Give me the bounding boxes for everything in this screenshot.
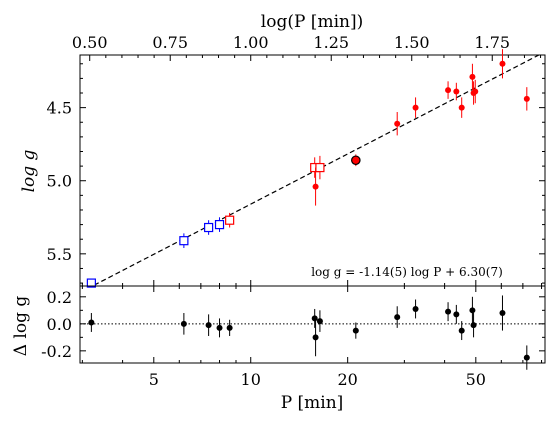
x-tick-label: 50 [466, 370, 486, 389]
main-point-circle [394, 120, 401, 127]
main-y-tick-label: 5.0 [47, 172, 72, 191]
residual-point [316, 318, 323, 325]
main-point-circle [458, 104, 465, 111]
main-point-square [225, 215, 235, 225]
x-tick-label: 5 [149, 370, 159, 389]
res-y-tick-label: 0.0 [47, 315, 72, 334]
residual-y-axis-label: Δ log g [11, 296, 31, 357]
fit-equation-label: log g = -1.14(5) log P + 6.30(7) [311, 265, 503, 279]
main-point-square [214, 219, 225, 230]
main-point-circle [469, 73, 476, 80]
main-point-highlighted [351, 155, 361, 166]
residual-point [394, 314, 401, 321]
main-point-square [86, 278, 96, 288]
main-point-square [315, 162, 325, 173]
residual-point [180, 320, 187, 327]
x-axis-label: P [min] [281, 393, 344, 413]
main-y-axis-label: log g [19, 149, 39, 192]
residual-point [226, 324, 233, 331]
main-point-square [204, 222, 214, 233]
main-point-circle [453, 88, 460, 95]
res-y-tick-label: -0.2 [41, 342, 72, 361]
residual-point [453, 311, 460, 318]
x-tick-label: 10 [241, 370, 261, 389]
top-tick-label: 1.75 [474, 33, 510, 52]
residual-point [352, 327, 359, 334]
res-y-tick-label: 0.2 [47, 288, 72, 307]
main-y-tick-label: 5.5 [47, 245, 72, 264]
main-point-circle [312, 183, 319, 190]
residual-plot-frame [79, 285, 546, 364]
fit-line [91, 55, 541, 286]
top-tick-label: 1.25 [313, 33, 349, 52]
residual-point [311, 315, 318, 322]
top-tick-label: 0.50 [72, 33, 108, 52]
residual-point [499, 310, 506, 317]
x-tick-label: 20 [337, 370, 357, 389]
residual-point [205, 322, 212, 329]
main-point-circle [412, 104, 419, 111]
main-panel: 0.50 0.75 1.00 1.25 1.50 1.75 4.5 5.0 5.5 [47, 33, 546, 288]
residual-point [445, 308, 452, 315]
residual-panel: 5 10 20 50 0.2 0.0 -0.2 [41, 285, 546, 389]
residual-point [412, 305, 419, 312]
main-point-circle [472, 88, 479, 95]
residual-point [523, 354, 530, 361]
residual-point [88, 319, 95, 326]
top-tick-label: 1.00 [233, 33, 269, 52]
residual-point [470, 322, 477, 329]
residual-point [216, 324, 223, 331]
residual-point [312, 334, 319, 341]
main-point-square [179, 236, 189, 246]
main-y-tick-label: 4.5 [47, 99, 72, 118]
residual-point [458, 327, 465, 334]
top-axis-label: log(P [min]) [261, 12, 363, 32]
residual-point [469, 307, 476, 314]
top-tick-label: 1.50 [394, 33, 430, 52]
main-point-circle [523, 95, 530, 102]
top-tick-label: 0.75 [152, 33, 188, 52]
main-point-circle [499, 60, 506, 67]
main-point-circle [445, 87, 452, 94]
